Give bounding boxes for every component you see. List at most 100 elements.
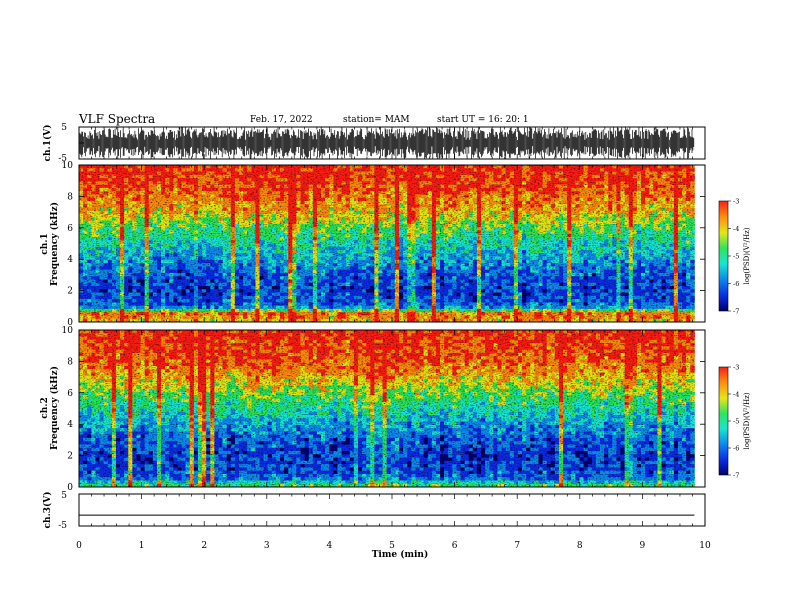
spectrogram-cell	[579, 178, 584, 182]
spectrogram-cell	[489, 240, 494, 244]
spectrogram-cell	[673, 210, 679, 215]
spectrogram-cell	[353, 184, 359, 189]
spectrogram-cell	[193, 253, 199, 257]
spectrogram-cell	[600, 253, 605, 257]
spectrogram-cell	[95, 230, 100, 235]
spectrogram-cell	[452, 263, 457, 267]
spectrogram-cell	[275, 236, 281, 241]
spectrogram-cell	[435, 266, 441, 271]
spectrogram-cell	[485, 230, 490, 235]
spectrogram-cell	[234, 214, 240, 218]
spectrogram-cell	[103, 191, 109, 195]
spectrogram-cell	[357, 191, 363, 195]
spectrogram-cell	[509, 230, 515, 235]
spectrogram-cell	[140, 174, 146, 179]
spectrogram-cell	[362, 165, 367, 169]
spectrogram-cell	[481, 181, 486, 186]
spectrogram-cell	[169, 197, 174, 202]
spectrogram-cell	[230, 269, 236, 274]
spectrogram-cell	[193, 204, 199, 208]
spectrogram-cell	[308, 181, 314, 186]
spectrogram-cell	[427, 227, 433, 231]
spectrogram-cell	[144, 197, 150, 202]
spectrogram-cell	[464, 250, 470, 254]
spectrogram-cell	[550, 214, 556, 218]
spectrogram-cell	[472, 236, 478, 241]
spectrogram-cell	[530, 266, 535, 271]
spectrogram-cell	[382, 204, 388, 208]
spectrogram-cell	[259, 230, 265, 235]
spectrogram-cell	[374, 256, 379, 261]
spectrogram-cell	[485, 214, 490, 218]
spectrogram-cell	[374, 269, 379, 274]
spectrogram-cell	[87, 220, 92, 225]
spectrogram-cell	[341, 194, 347, 199]
spectrogram-cell	[284, 204, 289, 208]
spectrogram-cell	[370, 187, 375, 192]
spectrogram-cell	[493, 165, 498, 169]
spectrogram-cell	[312, 269, 318, 274]
spectrogram-cell	[362, 204, 367, 208]
spectrogram-cell	[493, 243, 498, 248]
spectrogram-cell	[267, 174, 273, 179]
spectrogram-cell	[423, 233, 429, 238]
spectrogram-cell	[563, 259, 568, 264]
spectrogram-cell	[587, 194, 593, 199]
spectrogram-cell	[161, 266, 166, 271]
spectrogram-cell	[526, 220, 531, 225]
spectrogram-cell	[632, 220, 638, 225]
spectrogram-cell	[419, 171, 424, 176]
spectrogram-cell	[440, 184, 445, 189]
spectrogram-cell	[325, 217, 330, 221]
spectrogram-cell	[468, 217, 474, 221]
spectrogram-cell	[464, 187, 470, 192]
spectrogram-cell	[280, 200, 285, 205]
spectrogram-cell	[575, 259, 580, 264]
spectrogram-cell	[645, 184, 650, 189]
spectrogram-cell	[120, 165, 125, 169]
spectrogram-cell	[173, 184, 178, 189]
spectrogram-cell	[296, 165, 301, 169]
spectrogram-cell	[230, 187, 236, 192]
spectrogram-cell	[415, 214, 420, 218]
spectrogram-cell	[247, 181, 252, 186]
spectrogram-cell	[165, 220, 170, 225]
spectrogram-cell	[567, 181, 572, 186]
spectrogram-cell	[415, 266, 420, 271]
spectrogram-cell	[312, 246, 318, 251]
spectrogram-cell	[690, 194, 695, 199]
spectrogram-cell	[546, 187, 552, 192]
spectrogram-cell	[600, 204, 605, 208]
spectrogram-cell	[398, 184, 404, 189]
spectrogram-cell	[316, 233, 322, 238]
spectrogram-cell	[103, 256, 109, 261]
spectrogram-cell	[197, 214, 203, 218]
spectrogram-cell	[665, 200, 671, 205]
spectrogram-cell	[247, 178, 252, 182]
spectrogram-cell	[124, 243, 129, 248]
spectrogram-cell	[546, 214, 552, 218]
spectrogram-cell	[682, 256, 687, 261]
spectrogram-cell	[677, 243, 683, 248]
spectrogram-cell	[156, 194, 162, 199]
spectrogram-cell	[448, 256, 453, 261]
spectrogram-cell	[398, 233, 404, 238]
spectrogram-cell	[128, 210, 133, 215]
spectrogram-cell	[185, 220, 191, 225]
spectrogram-cell	[485, 168, 490, 172]
spectrogram-cell	[423, 256, 429, 261]
spectrogram-cell	[79, 181, 84, 186]
spectrogram-cell	[530, 204, 535, 208]
spectrogram-cell	[398, 214, 404, 218]
spectrogram-cell	[374, 187, 379, 192]
spectrogram-cell	[604, 174, 609, 179]
spectrogram-cell	[390, 250, 396, 254]
spectrogram-cell	[575, 266, 580, 271]
spectrogram-cell	[591, 256, 597, 261]
spectrogram-cell	[288, 269, 293, 274]
spectrogram-cell	[624, 181, 630, 186]
spectrogram-cell	[329, 171, 334, 176]
spectrogram-cell	[686, 207, 691, 212]
spectrogram-cell	[304, 266, 310, 271]
spectrogram-cell	[181, 194, 187, 199]
